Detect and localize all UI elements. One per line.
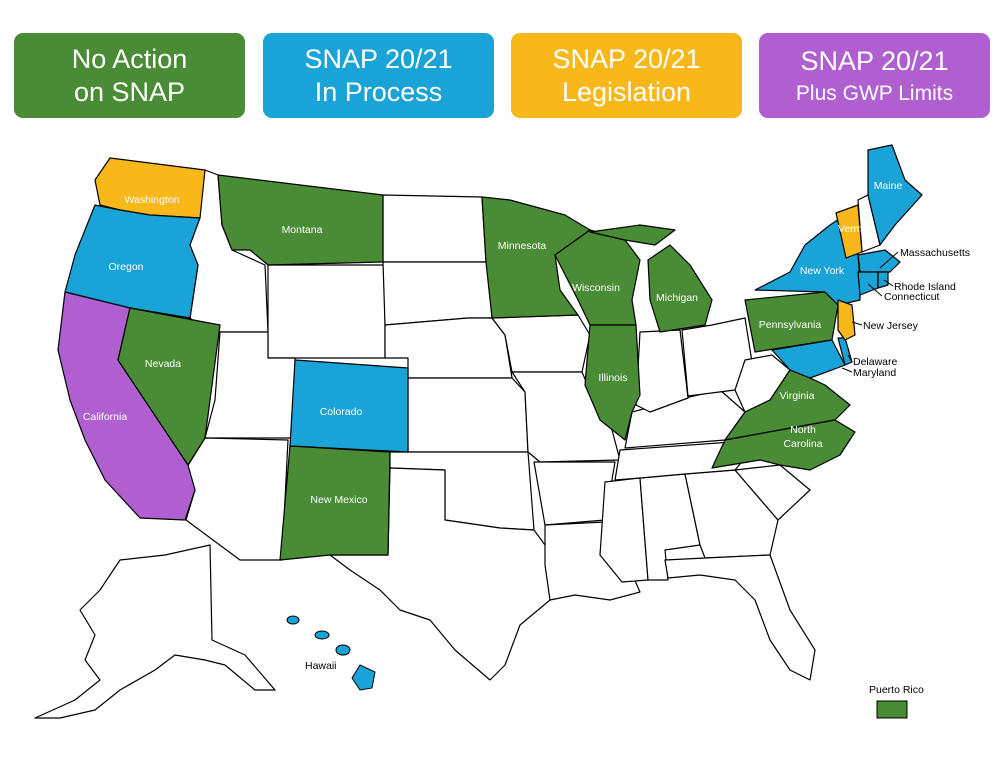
label-new-jersey: New Jersey xyxy=(863,320,919,332)
state-maine[interactable] xyxy=(867,144,923,246)
colored-states xyxy=(57,144,923,561)
state-north-carolina[interactable] xyxy=(711,419,856,471)
label-north-carolina-1: North xyxy=(790,424,816,436)
hawaii-islands xyxy=(286,615,376,691)
state-oregon[interactable] xyxy=(64,204,201,319)
label-maine: Maine xyxy=(874,180,903,192)
state-new-jersey[interactable] xyxy=(837,299,856,341)
state-new-mexico[interactable] xyxy=(279,445,391,561)
state-vermont[interactable] xyxy=(835,204,863,259)
state-minnesota[interactable] xyxy=(481,196,591,319)
state-south-dakota[interactable] xyxy=(382,261,493,326)
legend-in-process: SNAP 20/21 In Process xyxy=(263,33,494,118)
label-virginia: Virginia xyxy=(780,390,815,402)
state-connecticut[interactable] xyxy=(857,271,879,296)
legend-legislation-line1: SNAP 20/21 xyxy=(552,44,701,75)
label-massachusetts: Massachusetts xyxy=(900,247,970,259)
callout-lines xyxy=(841,251,899,373)
label-connecticut: Connecticut xyxy=(884,291,940,303)
label-oregon: Oregon xyxy=(108,261,143,273)
state-labels: Washington Oregon California Nevada Mont… xyxy=(83,180,903,672)
state-texas[interactable] xyxy=(329,467,551,681)
legend-no-action-line1: No Action xyxy=(71,44,188,75)
leader-rhode-island xyxy=(883,279,894,287)
label-rhode-island: Rhode Island xyxy=(894,281,956,293)
leader-maryland xyxy=(841,367,853,373)
state-rhode-island[interactable] xyxy=(877,271,889,289)
hawaii-island-oahu[interactable] xyxy=(314,630,330,640)
legend-gwp-limits-line2: Plus GWP Limits xyxy=(795,82,954,106)
state-alaska[interactable] xyxy=(34,544,276,719)
legend-gwp-limits-line1: SNAP 20/21 xyxy=(800,45,949,76)
base-states xyxy=(34,169,881,719)
legend-legislation-line2: Legislation xyxy=(561,76,692,107)
label-washington: Washington xyxy=(124,194,179,206)
label-california: California xyxy=(83,411,128,423)
leader-new-jersey xyxy=(851,321,863,326)
leader-connecticut xyxy=(867,283,883,297)
state-colorado[interactable] xyxy=(289,359,409,453)
label-nevada: Nevada xyxy=(145,358,181,370)
label-michigan: Michigan xyxy=(656,292,698,304)
state-north-dakota[interactable] xyxy=(382,194,487,263)
state-wyoming[interactable] xyxy=(267,264,386,359)
legend-legislation: SNAP 20/21 Legislation xyxy=(511,33,742,118)
puerto-rico-shape[interactable] xyxy=(876,700,908,719)
leader-delaware xyxy=(847,354,853,363)
label-minnesota: Minnesota xyxy=(498,240,547,252)
label-new-mexico: New Mexico xyxy=(310,494,367,506)
state-kansas[interactable] xyxy=(407,377,529,453)
legend-no-action: No Action on SNAP xyxy=(14,33,245,118)
label-new-york: New York xyxy=(800,265,845,277)
state-montana[interactable] xyxy=(217,174,384,266)
legend-in-process-line1: SNAP 20/21 xyxy=(304,44,453,75)
state-michigan[interactable] xyxy=(589,224,713,333)
label-montana: Montana xyxy=(282,224,323,236)
hawaii-island-big[interactable] xyxy=(351,664,376,691)
label-illinois: Illinois xyxy=(598,372,627,384)
state-pennsylvania[interactable] xyxy=(744,291,839,353)
state-nevada[interactable] xyxy=(117,307,221,466)
legend-in-process-line2: In Process xyxy=(314,76,443,107)
label-maryland: Maryland xyxy=(853,367,896,379)
hawaii-island-kauai[interactable] xyxy=(286,615,300,625)
label-pennsylvania: Pennsylvania xyxy=(759,319,822,331)
state-arizona[interactable] xyxy=(184,437,289,561)
label-hawaii: Hawaii xyxy=(305,660,337,672)
state-maryland[interactable] xyxy=(771,339,846,379)
leader-massachusetts xyxy=(879,251,899,269)
label-vermont: Vermo xyxy=(838,223,869,235)
label-north-carolina-2: Carolina xyxy=(783,438,822,450)
label-puerto-rico: Puerto Rico xyxy=(869,684,924,696)
label-wisconsin: Wisconsin xyxy=(572,282,620,294)
callout-labels: Massachusetts Rhode Island Connecticut N… xyxy=(853,247,970,696)
legend-gwp-limits: SNAP 20/21 Plus GWP Limits xyxy=(759,33,990,118)
state-illinois[interactable] xyxy=(584,324,641,441)
label-delaware: Delaware xyxy=(853,356,898,368)
state-indiana[interactable] xyxy=(635,329,689,413)
state-massachusetts[interactable] xyxy=(857,249,901,273)
hawaii-island-molokai[interactable] xyxy=(335,644,351,656)
state-south-carolina[interactable] xyxy=(734,464,811,521)
legend-no-action-line2: on SNAP xyxy=(73,76,186,107)
label-colorado: Colorado xyxy=(320,406,363,418)
state-florida[interactable] xyxy=(664,554,816,681)
